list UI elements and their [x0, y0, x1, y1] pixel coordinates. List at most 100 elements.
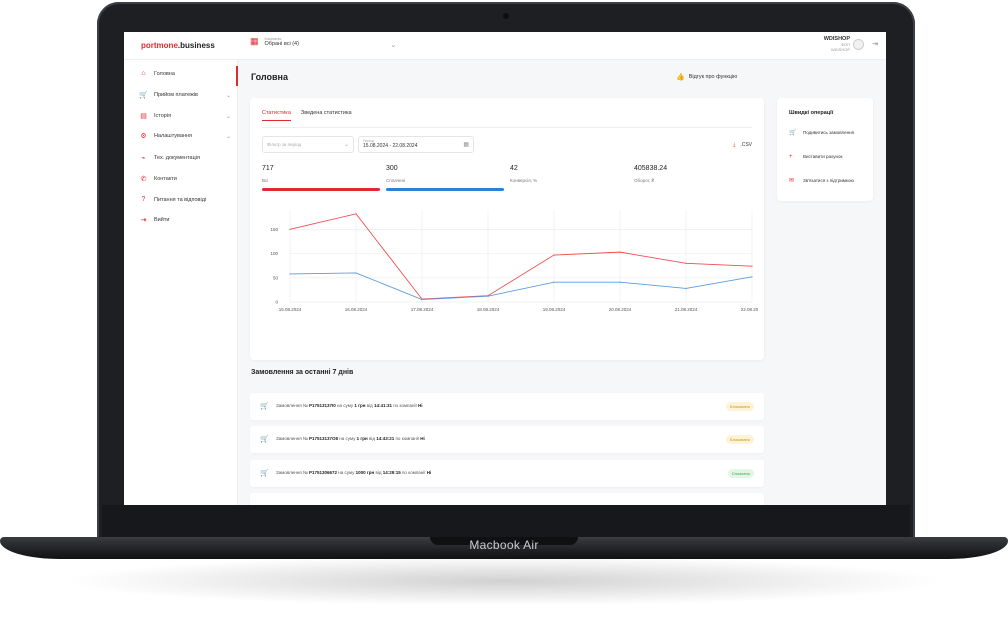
y-tick-label: 150 — [270, 227, 278, 232]
x-tick-label: 16.08.2024 — [345, 307, 368, 312]
chevron-down-icon: ⌄ — [343, 142, 349, 148]
series-point — [355, 213, 357, 215]
order-sum: 1000 грн — [355, 470, 375, 475]
series-point — [751, 276, 753, 278]
sidebar-item-label: Головна — [154, 70, 175, 77]
series-line-1 — [289, 213, 753, 300]
series-point — [685, 287, 687, 290]
topbar: portmone.business ▦ Компанія Обрані всі … — [124, 32, 886, 60]
order-company: Hi — [417, 403, 423, 408]
order-company: Hi — [426, 470, 432, 475]
x-tick-label: 20.08.2024 — [609, 307, 632, 312]
basket-icon: 🛒 — [260, 436, 269, 443]
chevron-down-icon: ⌄ — [225, 133, 231, 140]
series-point — [619, 251, 621, 253]
metric-value: 300 — [386, 165, 398, 172]
sidebar-item-3[interactable]: ▤ Історія ⌄ — [139, 112, 231, 120]
logo-suffix: .business — [177, 41, 215, 50]
period-date-range[interactable]: Період 15.08.2024 - 22.08.2024 ▦ — [358, 136, 474, 153]
series-point — [553, 281, 555, 283]
download-icon: ⤓ — [733, 142, 736, 148]
laptop-bezel — [102, 505, 910, 538]
home-icon: ⌂ — [141, 70, 146, 77]
thumb-up-icon: 👍 — [676, 74, 685, 81]
sidebar-item-label: Історія — [154, 113, 172, 119]
calendar-icon: ▦ — [463, 142, 469, 148]
x-tick-label: 17.08.2024 — [411, 307, 434, 312]
quick-op-2[interactable]: + Виставити рахунок — [789, 154, 869, 160]
metric-value: 42 — [510, 165, 518, 172]
user-role: ФОП — [840, 42, 850, 47]
tab-statistics[interactable]: Статистика — [262, 110, 291, 121]
sidebar-item-1[interactable]: ⌂ Головна — [139, 70, 231, 77]
y-tick-label: 100 — [270, 251, 278, 256]
sidebar: ⌂ Головна 🛒 Прийом платежів ⌄ ▤ Історія ⌄ ⚙ Налаш… — [124, 60, 238, 505]
order-number: P17513137O8 — [308, 436, 338, 441]
series-point — [685, 262, 687, 264]
basket-icon: 🛒 — [789, 130, 797, 136]
laptop-notch — [430, 537, 578, 545]
order-row[interactable]: 🛒 Замовлення № P17513137I0 на суму 1 грн … — [250, 393, 764, 420]
order-time: 14:43:21 — [376, 436, 395, 441]
series-point — [553, 254, 555, 256]
metric-2[interactable]: 300 Сплачені — [386, 165, 504, 191]
company-value: Обрані всі (4) — [264, 41, 299, 47]
orders-title: Замовлення за останні 7 днів — [251, 369, 354, 376]
order-company: Hi — [420, 436, 425, 441]
company-selector[interactable]: ▦ Компанія Обрані всі (4) ⌄ — [250, 36, 396, 49]
x-tick-label: 18.08.2024 — [477, 307, 500, 312]
feedback-button[interactable]: 👍 Відгук про функцію — [676, 73, 737, 81]
metric-1[interactable]: 717 Всі — [262, 165, 380, 191]
sidebar-item-4[interactable]: ⚙ Налаштування ⌄ — [139, 132, 231, 140]
metric-4[interactable]: 405838.24 Оборот, ₴ — [634, 165, 752, 183]
series-point — [619, 281, 621, 283]
laptop-base — [0, 537, 1008, 559]
sidebar-item-label: Тех. документація — [154, 155, 200, 161]
order-row[interactable]: 🛒 Замовлення № P1751306672 на суму 1000 г… — [250, 460, 764, 487]
logout-icon[interactable]: ⇥ — [872, 41, 878, 48]
sidebar-item-2[interactable]: 🛒 Прийом платежів ⌄ — [139, 91, 231, 99]
sidebar-item-label: Контакти — [154, 176, 177, 182]
order-number: P1751306672 — [308, 470, 337, 475]
phone-icon: ✆ — [140, 176, 147, 183]
metric-3[interactable]: 42 Конверсія, % — [510, 165, 628, 183]
feedback-label: Відгук про функцію — [688, 74, 738, 80]
app-screen: portmone.business ▦ Компанія Обрані всі … — [124, 32, 886, 505]
chevron-down-icon: ⌄ — [225, 92, 231, 99]
avatar[interactable] — [853, 39, 864, 50]
quick-operations-title: Швидкі операції — [789, 110, 834, 116]
stats-tabs: Статистика Зведена статистика — [262, 110, 352, 121]
camera — [503, 13, 509, 19]
order-text: Замовлення № P1751306672 на суму 1000 гр… — [276, 470, 432, 475]
logo-brand: portmone — [141, 41, 178, 50]
company-icon: ▦ — [250, 36, 259, 46]
user-company: WDISHOP — [830, 47, 850, 52]
sidebar-item-7[interactable]: ? Питання та відповіді — [139, 196, 231, 203]
order-sum: 1 грн — [356, 436, 368, 441]
x-tick-label: 21.08.2024 — [675, 307, 698, 312]
order-number: P17513137I0 — [308, 403, 336, 408]
quick-op-label: Подивитись замовлення — [803, 130, 855, 135]
series-point — [355, 272, 357, 274]
x-tick-label: 22.08.2024 — [741, 307, 758, 312]
csv-export-button[interactable]: ⤓ .CSV — [733, 142, 752, 148]
quick-op-3[interactable]: ✉ Зв'язатися з підтримкою — [789, 178, 869, 184]
metric-underline — [386, 188, 504, 191]
y-tick-label: 50 — [273, 275, 279, 280]
sidebar-item-5[interactable]: ⌁ Тех. документація — [139, 154, 231, 162]
chevron-down-icon: ⌄ — [225, 113, 231, 120]
series-point — [289, 228, 291, 230]
series-point — [751, 265, 753, 267]
order-row[interactable]: 🛒 Замовлення № P17513137O8 на суму 1 грн … — [250, 426, 764, 453]
user-info[interactable]: WDISHOP ФОП WDISHOP — [824, 36, 850, 52]
sidebar-item-8[interactable]: ⇥ Вийти — [139, 216, 231, 224]
order-time: 14:29:15 — [382, 470, 401, 475]
status-badge: Блоковано — [726, 402, 754, 411]
quick-op-1[interactable]: 🛒 Подивитись замовлення — [789, 130, 869, 136]
series-point — [421, 298, 423, 301]
period-filter-select[interactable]: Фільтр за період ⌄ — [262, 136, 354, 153]
sidebar-item-label: Питання та відповіді — [154, 196, 207, 203]
sidebar-item-6[interactable]: ✆ Контакти — [139, 175, 231, 183]
logo[interactable]: portmone.business — [141, 41, 215, 50]
tab-summary-statistics[interactable]: Зведена статистика — [300, 110, 352, 116]
